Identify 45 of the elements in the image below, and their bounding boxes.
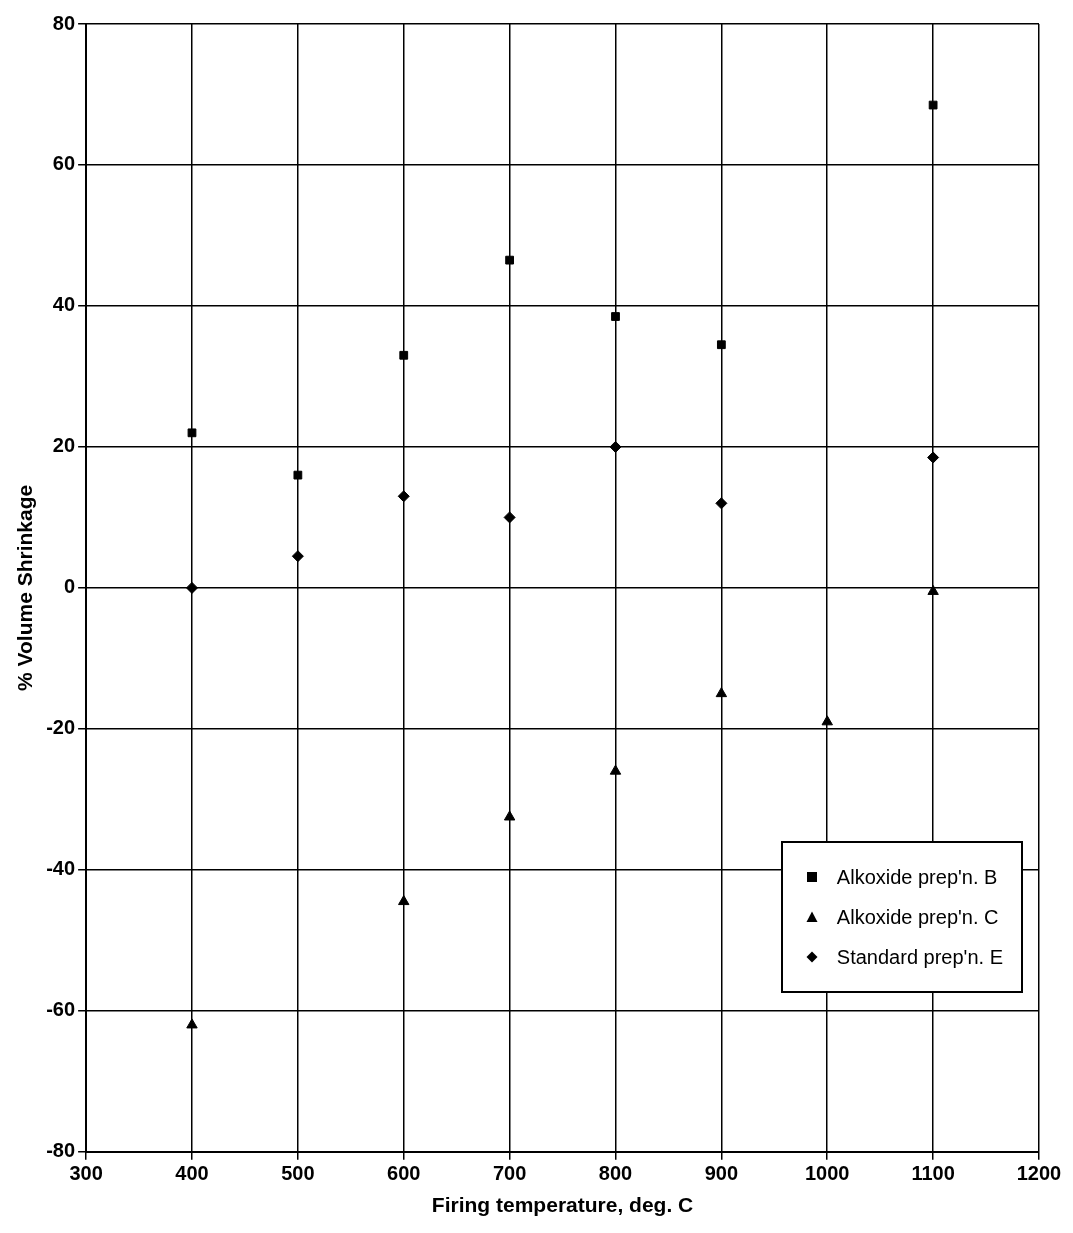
x-tick-label: 400 xyxy=(175,1162,209,1185)
x-axis-title: Firing temperature, deg. C xyxy=(431,1193,694,1217)
point xyxy=(609,440,622,453)
point xyxy=(821,715,833,726)
x-tick-label: 1200 xyxy=(1016,1162,1062,1185)
point xyxy=(186,1018,198,1029)
point xyxy=(927,584,939,595)
x-tick-label: 700 xyxy=(492,1162,527,1185)
point xyxy=(291,550,304,563)
x-tick-label: 1000 xyxy=(805,1162,850,1185)
x-tick-label: 900 xyxy=(704,1162,739,1185)
legend-label: Alkoxide prep'n. C xyxy=(836,905,999,929)
point xyxy=(503,810,516,821)
y-axis-title: % Volume Shrinkage xyxy=(13,484,37,691)
y-tick-label: 0 xyxy=(63,575,76,598)
x-tick-label: 500 xyxy=(281,1162,315,1185)
y-tick-label: -20 xyxy=(46,716,76,739)
point xyxy=(397,490,410,503)
x-tick-label: 800 xyxy=(598,1162,633,1185)
point xyxy=(927,451,940,464)
y-tick-label: -60 xyxy=(46,998,76,1021)
point xyxy=(187,428,197,438)
x-tick-label: 1100 xyxy=(911,1162,955,1185)
point xyxy=(185,581,198,594)
y-tick-label: 60 xyxy=(52,152,76,175)
y-tick-label: 80 xyxy=(52,11,76,34)
point xyxy=(609,764,622,775)
point xyxy=(399,350,409,360)
point xyxy=(293,470,303,480)
y-tick-label: -80 xyxy=(46,1139,76,1162)
legend-label: Standard prep'n. E xyxy=(836,945,1003,969)
x-tick-label: 300 xyxy=(69,1162,103,1185)
y-tick-label: 20 xyxy=(52,434,76,457)
point xyxy=(716,340,726,350)
y-tick-label: 40 xyxy=(52,293,76,316)
x-tick-label: 600 xyxy=(387,1162,421,1185)
point xyxy=(715,497,728,510)
legend-label: Alkoxide prep'n. B xyxy=(836,865,998,889)
point xyxy=(611,312,620,321)
point xyxy=(503,511,516,524)
point xyxy=(505,255,514,265)
y-tick-label: -40 xyxy=(46,857,76,880)
point xyxy=(928,100,938,110)
point xyxy=(398,895,410,906)
point xyxy=(715,687,728,698)
